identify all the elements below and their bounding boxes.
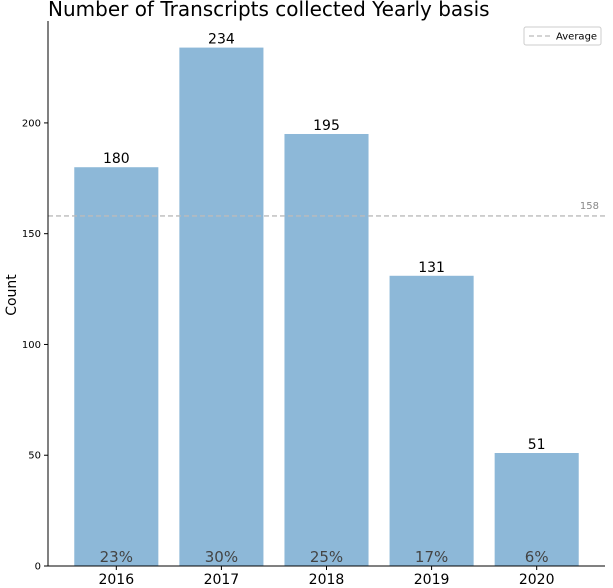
x-tick-label-2018: 2018 (309, 572, 345, 588)
bar-percent-label-2016: 23% (100, 548, 133, 566)
y-tick-label-50: 50 (28, 451, 41, 462)
bar-2017 (179, 47, 264, 566)
y-tick-label-0: 0 (35, 562, 41, 573)
bar-value-label-2018: 195 (313, 118, 340, 134)
bar-percent-label-2020: 6% (525, 548, 549, 566)
bar-2020 (494, 453, 579, 566)
y-tick-label-150: 150 (22, 229, 41, 240)
y-tick-label-200: 200 (22, 118, 41, 129)
plot-area: 180 23% 2016 234 30% 2017 195 25% 2018 131 17% 2019… (22, 21, 605, 588)
x-tick-label-2017: 2017 (204, 572, 240, 588)
bar-percent-label-2017: 30% (205, 548, 238, 566)
bar-2018 (284, 133, 369, 567)
bar-2016 (74, 167, 159, 566)
legend: Average (523, 26, 602, 46)
y-tick-label-100: 100 (22, 340, 41, 351)
average-value-label: 158 (580, 201, 599, 212)
y-axis-label: Count (4, 274, 20, 316)
bar-value-label-2020: 51 (528, 437, 546, 453)
x-tick-label-2019: 2019 (414, 572, 450, 588)
bar-value-label-2017: 234 (208, 32, 235, 48)
x-tick-label-2020: 2020 (519, 572, 555, 588)
x-tick-label-2016: 2016 (98, 572, 134, 588)
bar-2019 (389, 275, 474, 566)
legend-entry-average: Average (556, 32, 597, 43)
bar-value-label-2016: 180 (103, 151, 130, 167)
bar-percent-label-2019: 17% (415, 548, 448, 566)
bar-percent-label-2018: 25% (310, 548, 343, 566)
legend-box (523, 26, 602, 46)
chart-title: Number of Transcripts collected Yearly b… (48, 0, 490, 21)
bar-value-label-2019: 131 (418, 260, 445, 276)
